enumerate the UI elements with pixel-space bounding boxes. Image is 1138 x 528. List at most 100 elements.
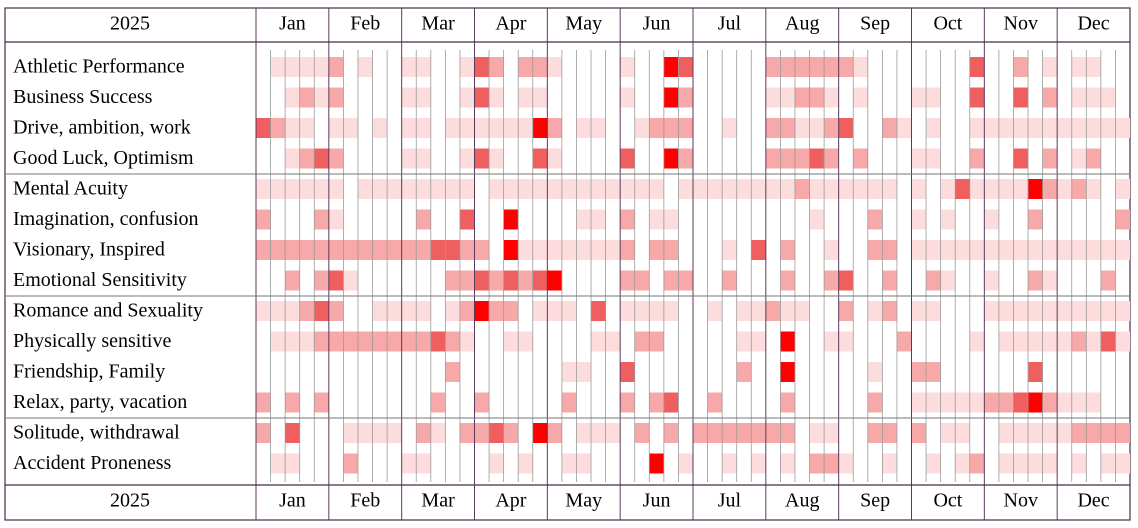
row-label: Athletic Performance	[13, 56, 185, 78]
cell	[751, 453, 766, 474]
cell	[518, 240, 533, 260]
cell	[737, 149, 752, 169]
cell	[532, 240, 548, 260]
cell	[838, 57, 854, 77]
cell	[474, 392, 490, 413]
cell	[460, 393, 475, 413]
cell	[489, 332, 504, 352]
cell	[824, 270, 839, 291]
cell	[853, 210, 868, 230]
cell	[1028, 423, 1043, 443]
cell	[663, 301, 679, 321]
cell	[606, 393, 621, 413]
cell	[896, 118, 912, 138]
cell	[737, 454, 752, 474]
cell	[387, 362, 402, 382]
cell	[504, 362, 519, 382]
cell	[300, 393, 315, 413]
cell	[722, 453, 737, 474]
cell	[794, 179, 810, 199]
cell	[955, 362, 970, 382]
cell	[358, 362, 373, 382]
cell	[969, 57, 985, 77]
cell	[635, 362, 650, 382]
cell	[271, 271, 286, 291]
cell	[824, 301, 839, 321]
cell	[358, 454, 373, 474]
cell	[897, 423, 912, 443]
cell	[576, 423, 592, 443]
cell	[300, 423, 315, 443]
cell	[1115, 240, 1130, 260]
cell	[387, 331, 402, 352]
cell	[489, 423, 504, 443]
cell	[271, 423, 286, 443]
cell	[868, 149, 883, 169]
cell	[912, 271, 927, 291]
cell	[795, 423, 810, 443]
cell	[358, 301, 373, 321]
cell	[475, 179, 490, 199]
cell	[533, 210, 548, 230]
cell	[445, 362, 460, 382]
cell	[941, 118, 956, 138]
cell	[343, 331, 358, 352]
cell	[256, 118, 271, 138]
cell	[1086, 210, 1101, 230]
cell	[984, 332, 999, 352]
cell	[984, 240, 999, 260]
cell	[1086, 57, 1101, 77]
cell	[867, 362, 883, 382]
cell	[795, 210, 810, 230]
month-header: Mar	[421, 13, 455, 35]
row-label: Mental Acuity	[13, 178, 128, 200]
cell	[489, 57, 504, 77]
cell	[445, 118, 460, 138]
cell	[503, 270, 519, 291]
cell	[970, 423, 985, 443]
cell	[343, 362, 358, 382]
cell	[416, 301, 431, 321]
cell	[940, 392, 956, 413]
cell	[561, 179, 577, 199]
cell	[1101, 57, 1116, 77]
cell	[984, 118, 999, 138]
cell	[387, 393, 402, 413]
cell	[299, 179, 315, 199]
cell	[256, 362, 271, 382]
cell	[955, 332, 970, 352]
cell	[518, 57, 533, 77]
cell	[941, 332, 956, 352]
cell	[736, 331, 752, 352]
cell	[693, 423, 708, 443]
cell	[532, 118, 548, 138]
cell	[591, 57, 606, 77]
cell	[532, 301, 548, 321]
cell	[1100, 301, 1116, 321]
cell	[663, 392, 679, 413]
row-label: Business Success	[13, 86, 153, 108]
cell	[460, 454, 475, 474]
cell	[882, 149, 897, 169]
cell	[1100, 423, 1116, 443]
cell	[722, 423, 737, 443]
cell	[402, 210, 417, 230]
cell	[416, 209, 431, 230]
cell	[649, 331, 664, 352]
cell	[285, 118, 300, 138]
cell	[576, 240, 592, 260]
cell	[591, 209, 606, 230]
cell	[926, 362, 941, 382]
cell	[1028, 392, 1043, 413]
cell	[328, 87, 344, 108]
cell	[270, 453, 286, 474]
cell	[606, 57, 621, 77]
cell	[416, 271, 431, 291]
cell	[765, 87, 781, 108]
cell	[722, 301, 737, 321]
cell	[737, 57, 752, 77]
cell	[431, 454, 446, 474]
cell	[591, 423, 606, 443]
cell	[489, 179, 504, 199]
cell	[1071, 453, 1087, 474]
